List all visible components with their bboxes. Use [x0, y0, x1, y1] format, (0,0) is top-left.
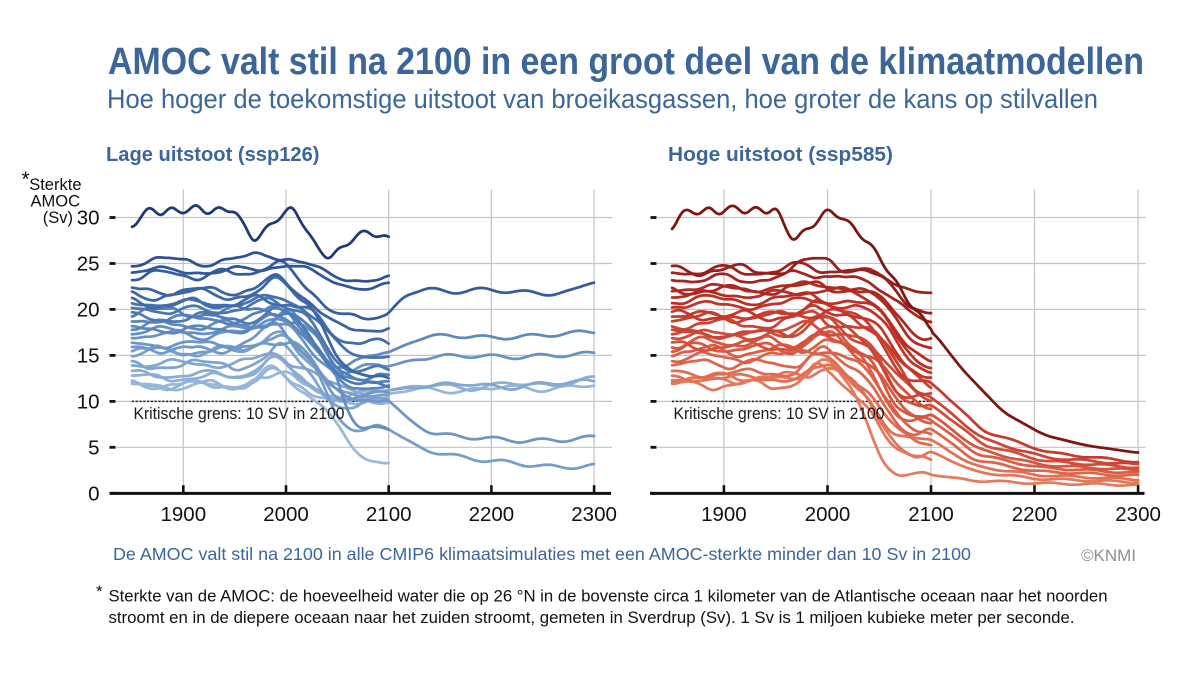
svg-text:1900: 1900 [160, 503, 206, 526]
svg-text:30: 30 [77, 207, 100, 230]
svg-text:Kritische grens: 10 SV in 2100: Kritische grens: 10 SV in 2100 [674, 405, 885, 423]
svg-text:Lage uitstoot (ssp126): Lage uitstoot (ssp126) [106, 143, 320, 166]
svg-text:2200: 2200 [469, 503, 515, 526]
svg-text:15: 15 [77, 345, 100, 368]
svg-text:©KNMI: ©KNMI [1081, 546, 1136, 565]
svg-text:1900: 1900 [701, 503, 747, 526]
svg-text:2200: 2200 [1012, 503, 1058, 526]
svg-text:Hoge uitstoot (ssp585): Hoge uitstoot (ssp585) [668, 143, 893, 166]
svg-text:*: * [22, 168, 30, 191]
svg-text:2000: 2000 [263, 503, 309, 526]
svg-text:2300: 2300 [571, 503, 617, 526]
svg-text:Sterkte van de AMOC: de hoevee: Sterkte van de AMOC: de hoeveelheid wate… [109, 588, 1108, 606]
svg-text:2300: 2300 [1115, 503, 1161, 526]
svg-text:5: 5 [88, 437, 99, 460]
svg-text:Hoe hoger de toekomstige uitst: Hoe hoger de toekomstige uitstoot van br… [107, 84, 1098, 114]
svg-text:2000: 2000 [805, 503, 851, 526]
svg-text:(Sv): (Sv) [43, 209, 73, 227]
svg-text:25: 25 [77, 253, 100, 276]
svg-text:2100: 2100 [366, 503, 412, 526]
svg-text:0: 0 [88, 483, 99, 506]
svg-text:20: 20 [77, 299, 100, 322]
svg-text:10: 10 [77, 391, 100, 414]
svg-text:AMOC valt stil na 2100 in een: AMOC valt stil na 2100 in een groot deel… [108, 41, 1144, 83]
svg-text:Kritische grens: 10 SV in 2100: Kritische grens: 10 SV in 2100 [134, 405, 345, 423]
svg-text:*: * [96, 582, 103, 601]
svg-text:AMOC: AMOC [31, 193, 81, 211]
svg-text:De AMOC valt stil na 2100 in a: De AMOC valt stil na 2100 in alle CMIP6 … [113, 544, 971, 564]
svg-text:stroomt en in de diepere oceaa: stroomt en in de diepere oceaan naar het… [109, 609, 1075, 627]
svg-text:2100: 2100 [908, 503, 954, 526]
svg-text:Sterkte: Sterkte [29, 176, 81, 194]
